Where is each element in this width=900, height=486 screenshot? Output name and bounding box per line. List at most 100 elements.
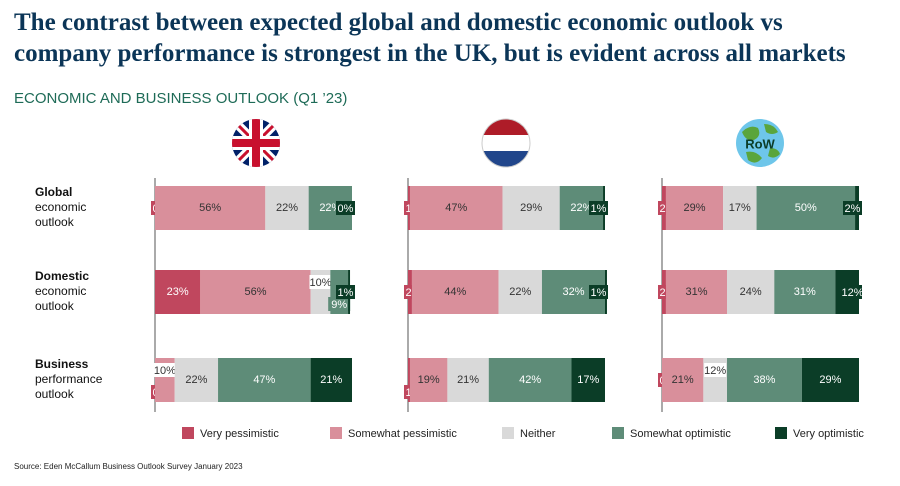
value-label: 21%	[457, 374, 479, 386]
value-label: 1%	[338, 287, 354, 299]
value-label: 9%	[331, 299, 347, 311]
bar-segment	[665, 186, 724, 230]
bar-segment	[727, 270, 775, 314]
bar-segment	[571, 358, 605, 402]
nl-flag	[482, 119, 530, 167]
chart-subtitle: ECONOMIC AND BUSINESS OUTLOOK (Q1 ’23)	[14, 90, 347, 107]
value-label: 47%	[253, 374, 275, 386]
value-label: 29%	[819, 374, 841, 386]
value-label: 29%	[683, 202, 705, 214]
category-label: outlook	[35, 299, 75, 313]
bar-segment	[498, 270, 542, 314]
bar-segment	[265, 186, 309, 230]
value-label-box	[843, 285, 862, 299]
value-label: 17%	[577, 374, 599, 386]
bar-segment	[488, 358, 572, 402]
legend-swatch	[182, 427, 194, 439]
chart-title: company performance is strongest in the …	[14, 40, 846, 67]
value-label: 31%	[685, 286, 707, 298]
value-label: 29%	[520, 202, 542, 214]
bar-segment	[409, 358, 448, 402]
legend-label: Somewhat optimistic	[630, 428, 731, 440]
value-label: 22%	[509, 286, 531, 298]
source: Source: Eden McCallum Business Outlook S…	[14, 462, 243, 471]
value-label: 47%	[445, 202, 467, 214]
value-label: 2%	[845, 203, 861, 215]
category-label: Domestic	[35, 269, 89, 283]
value-label: 1%	[591, 287, 607, 299]
value-label-box	[589, 201, 608, 215]
bar-segment	[409, 186, 503, 230]
value-label: 22%	[570, 202, 592, 214]
value-label-box	[328, 297, 351, 311]
value-label: 19%	[418, 374, 440, 386]
value-label: 21%	[320, 374, 342, 386]
value-label-box	[336, 201, 355, 215]
bar-segment	[447, 358, 489, 402]
bar-segment	[774, 270, 836, 314]
legend-swatch	[612, 427, 624, 439]
bar-segment	[155, 186, 266, 230]
value-label: 22%	[319, 202, 341, 214]
value-label-box	[704, 363, 727, 377]
value-label: 1%	[591, 203, 607, 215]
bar-segment	[310, 358, 352, 402]
value-label: 22%	[185, 374, 207, 386]
bar-segment	[662, 358, 704, 402]
row-globe: RoW	[736, 119, 784, 167]
bar-segment	[200, 270, 311, 314]
nl-flag-border	[481, 118, 531, 168]
bar-segment	[727, 358, 802, 402]
value-label: 24%	[740, 286, 762, 298]
bar-segment	[665, 270, 728, 314]
legend-swatch	[330, 427, 342, 439]
bar-segment	[155, 270, 201, 314]
legend-label: Very pessimistic	[200, 428, 279, 440]
value-label: 10%	[154, 365, 176, 377]
bar-segment	[174, 358, 219, 402]
bar-segment	[723, 186, 757, 230]
value-label-box	[336, 285, 355, 299]
legend-label: Very optimistic	[793, 428, 864, 440]
bar-segment	[218, 358, 311, 402]
value-label-box	[153, 363, 176, 377]
legend-label: Neither	[520, 428, 556, 440]
uk-flag	[232, 119, 280, 167]
value-label: 31%	[794, 286, 816, 298]
bar-segment	[411, 270, 499, 314]
category-label: economic	[35, 284, 86, 298]
value-label: 42%	[519, 374, 541, 386]
value-label: 23%	[167, 286, 189, 298]
bar-segment	[502, 186, 560, 230]
value-label: 12%	[841, 287, 863, 299]
category-label: Business	[35, 357, 89, 371]
value-label: 10%	[309, 277, 331, 289]
panel-label: RoW	[745, 136, 775, 151]
value-label: 50%	[795, 202, 817, 214]
bar-segment	[756, 186, 856, 230]
category-label: economic	[35, 200, 86, 214]
value-label-box	[843, 201, 862, 215]
value-label: 38%	[753, 374, 775, 386]
value-label: 56%	[199, 202, 221, 214]
category-label: outlook	[35, 215, 75, 229]
bar-segment	[801, 358, 859, 402]
value-label: 12%	[704, 365, 726, 377]
legend-label: Somewhat pessimistic	[348, 428, 457, 440]
legend-swatch	[502, 427, 514, 439]
category-label: Global	[35, 185, 72, 199]
value-label: 21%	[672, 374, 694, 386]
value-label: 22%	[276, 202, 298, 214]
value-label: 17%	[729, 202, 751, 214]
chart-title: The contrast between expected global and…	[14, 9, 783, 36]
value-label: 0%	[338, 203, 354, 215]
bar-segment	[408, 358, 410, 402]
value-label-box	[589, 285, 608, 299]
category-label: performance	[35, 372, 103, 386]
value-label: 32%	[562, 286, 584, 298]
value-label: 56%	[244, 286, 266, 298]
legend-swatch	[775, 427, 787, 439]
value-label: 44%	[444, 286, 466, 298]
value-label-box	[309, 275, 332, 289]
